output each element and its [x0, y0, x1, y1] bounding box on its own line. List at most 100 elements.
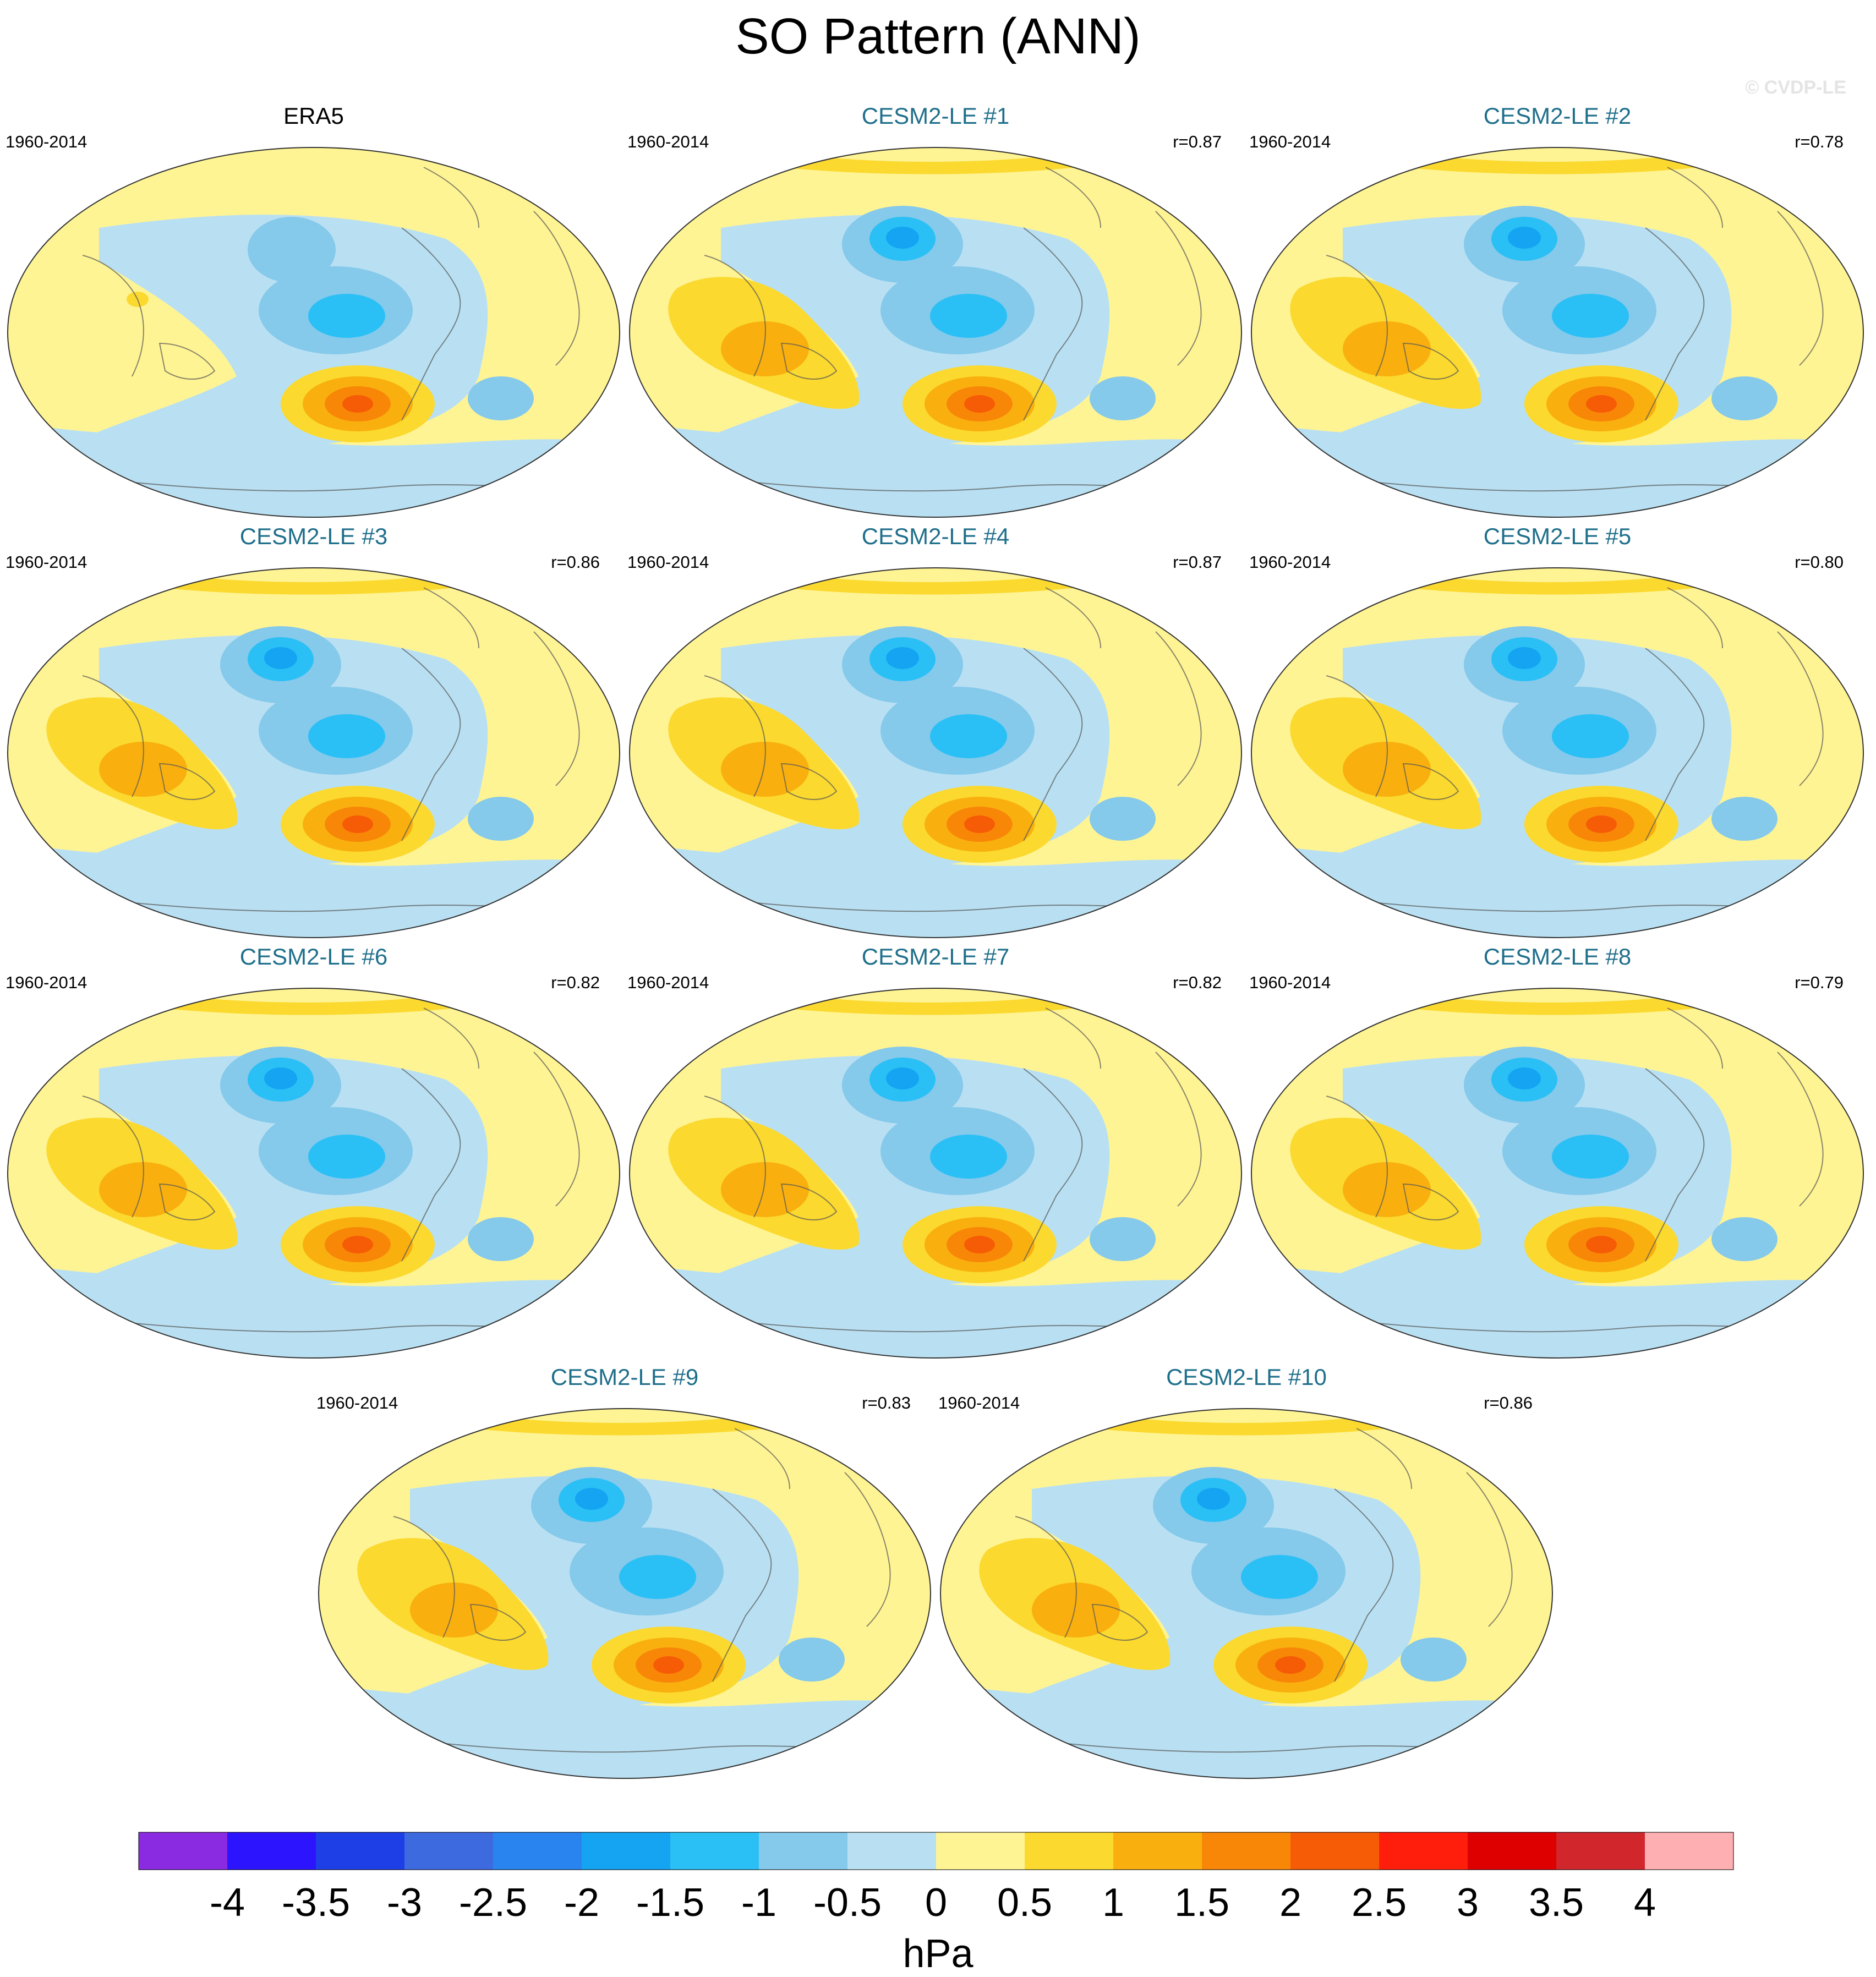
colorbar-frame [138, 1832, 1734, 1870]
coastline-5 [1777, 1052, 1824, 1207]
panel-title: CESM2-LE #3 [239, 523, 388, 549]
coastline-3 [469, 1603, 527, 1641]
positive-inner-amundsen [342, 815, 373, 833]
coastline-5 [844, 1472, 891, 1627]
colorbar-tick-label: 0.5 [997, 1881, 1052, 1925]
colorbar-cell [1202, 1832, 1290, 1870]
colorbar-tick-label: -1.5 [636, 1881, 704, 1925]
positive-region-atlantic [485, 211, 620, 398]
map-border [318, 1408, 931, 1779]
coastline-0 [1023, 227, 1083, 421]
panel-period: 1960-2014 [627, 132, 709, 151]
negative-core-southeast-pacific [1241, 1555, 1318, 1599]
positive-band-arctic [1359, 988, 1744, 1015]
map-panel: CESM2-LE #6 1960-2014 r=0.82 [6, 943, 622, 1359]
coastline-3 [1402, 1183, 1459, 1220]
panel-correlation: r=0.86 [551, 552, 600, 572]
colorbar: -4 -3.5 -3 -2.5 -2 -1.5 -1 -0.5 0 0.5 1 1.5 2 2.5 3 3.5… [138, 1832, 1734, 1925]
coastline-2 [82, 1096, 144, 1218]
coastline-0 [1023, 1068, 1083, 1262]
positive-band-arctic [116, 568, 501, 595]
positive-inner-amundsen [653, 1656, 684, 1674]
positive-region-atlantic [1107, 1052, 1241, 1239]
coastline-2 [1326, 1096, 1388, 1218]
coastline-2 [393, 1516, 455, 1638]
panel-title: CESM2-LE #9 [550, 1364, 699, 1390]
negative-core-southeast-pacific [308, 1135, 385, 1179]
negative-spot-atlantic [468, 376, 534, 420]
coastline-0 [712, 1488, 772, 1682]
positive-region-atlantic [1107, 632, 1241, 819]
map-border [940, 1408, 1553, 1779]
panel-period: 1960-2014 [6, 973, 87, 992]
positive-core-australia [99, 742, 187, 797]
negative-spot-atlantic [1711, 376, 1777, 420]
negative-inner-north-pacific [575, 1488, 608, 1510]
coastline-2 [704, 1096, 766, 1218]
coastline-5 [1155, 631, 1202, 786]
map-panel: CESM2-LE #1 1960-2014 r=0.87 [627, 102, 1244, 518]
positive-band-arctic [737, 147, 1123, 174]
panel-map [629, 988, 1242, 1359]
negative-spot-atlantic [1401, 1638, 1467, 1682]
coastline-0 [401, 227, 461, 421]
colorbar-cell [1556, 1832, 1645, 1870]
colorbar-tick-label: 0 [925, 1881, 947, 1925]
positive-band-arctic [737, 568, 1123, 595]
colorbar-tick-label: -2 [564, 1881, 599, 1925]
positive-core-australia [1343, 742, 1431, 797]
positive-inner-amundsen [1275, 1656, 1306, 1674]
coastline-1 [423, 587, 479, 649]
panel-period: 1960-2014 [627, 552, 709, 572]
coastline-0 [401, 1068, 461, 1262]
positive-band-arctic [1359, 147, 1744, 174]
coastline-2 [82, 675, 144, 797]
positive-inner-amundsen [964, 395, 995, 413]
map-border [1251, 567, 1864, 938]
coastline-3 [780, 342, 838, 380]
coastline-5 [533, 1052, 580, 1207]
map-border [7, 988, 620, 1359]
negative-spot-atlantic [468, 1217, 534, 1261]
panel-map [7, 147, 620, 518]
panel-correlation: r=0.86 [1484, 1393, 1533, 1412]
coastline-0 [1645, 1068, 1705, 1262]
negative-band-north-pacific [248, 217, 336, 283]
map-panel: CESM2-LE #2 1960-2014 r=0.78 [1249, 102, 1866, 518]
coastline-1 [1667, 587, 1723, 649]
coastline-0 [1645, 648, 1705, 841]
coastline-2 [704, 255, 766, 377]
positive-region-atlantic [1729, 211, 1863, 398]
panel-map [940, 1408, 1553, 1779]
panel-title: CESM2-LE #1 [861, 103, 1010, 129]
coastline-5 [1466, 1472, 1513, 1627]
positive-region-atlantic [796, 1472, 931, 1660]
coastline-1 [1667, 167, 1723, 228]
negative-inner-north-pacific [1508, 647, 1541, 669]
panel-title: CESM2-LE #4 [861, 523, 1010, 549]
panel-map [629, 147, 1242, 518]
colorbar-tick-label: -3.5 [282, 1881, 350, 1925]
panel-correlation: r=0.83 [862, 1393, 911, 1412]
positive-band-arctic [116, 988, 501, 1015]
coastline-5 [1777, 631, 1824, 786]
positive-core-australia [1343, 321, 1431, 376]
panel-map [629, 567, 1242, 938]
coastline-5 [1155, 211, 1202, 366]
map-panel: CESM2-LE #10 1960-2014 r=0.86 [938, 1363, 1555, 1779]
coastline-1 [734, 1428, 790, 1489]
coastline-0 [1334, 1488, 1394, 1682]
panel-map [7, 988, 620, 1359]
coastline-1 [1045, 1007, 1101, 1069]
colorbar-tick-label: 1 [1102, 1881, 1124, 1925]
panel-title: CESM2-LE #2 [1483, 103, 1632, 129]
watermark: © CVDP-LE [1745, 77, 1846, 98]
coastline-5 [1155, 1052, 1202, 1207]
coastline-1 [423, 167, 479, 228]
colorbar-unit-label: hPa [903, 1932, 973, 1976]
panel-period: 1960-2014 [1249, 132, 1331, 151]
positive-core-australia [410, 1582, 498, 1638]
panel-title: CESM2-LE #10 [1166, 1364, 1327, 1390]
map-border [1251, 988, 1864, 1359]
colorbar-tick-label: 2.5 [1352, 1881, 1407, 1925]
